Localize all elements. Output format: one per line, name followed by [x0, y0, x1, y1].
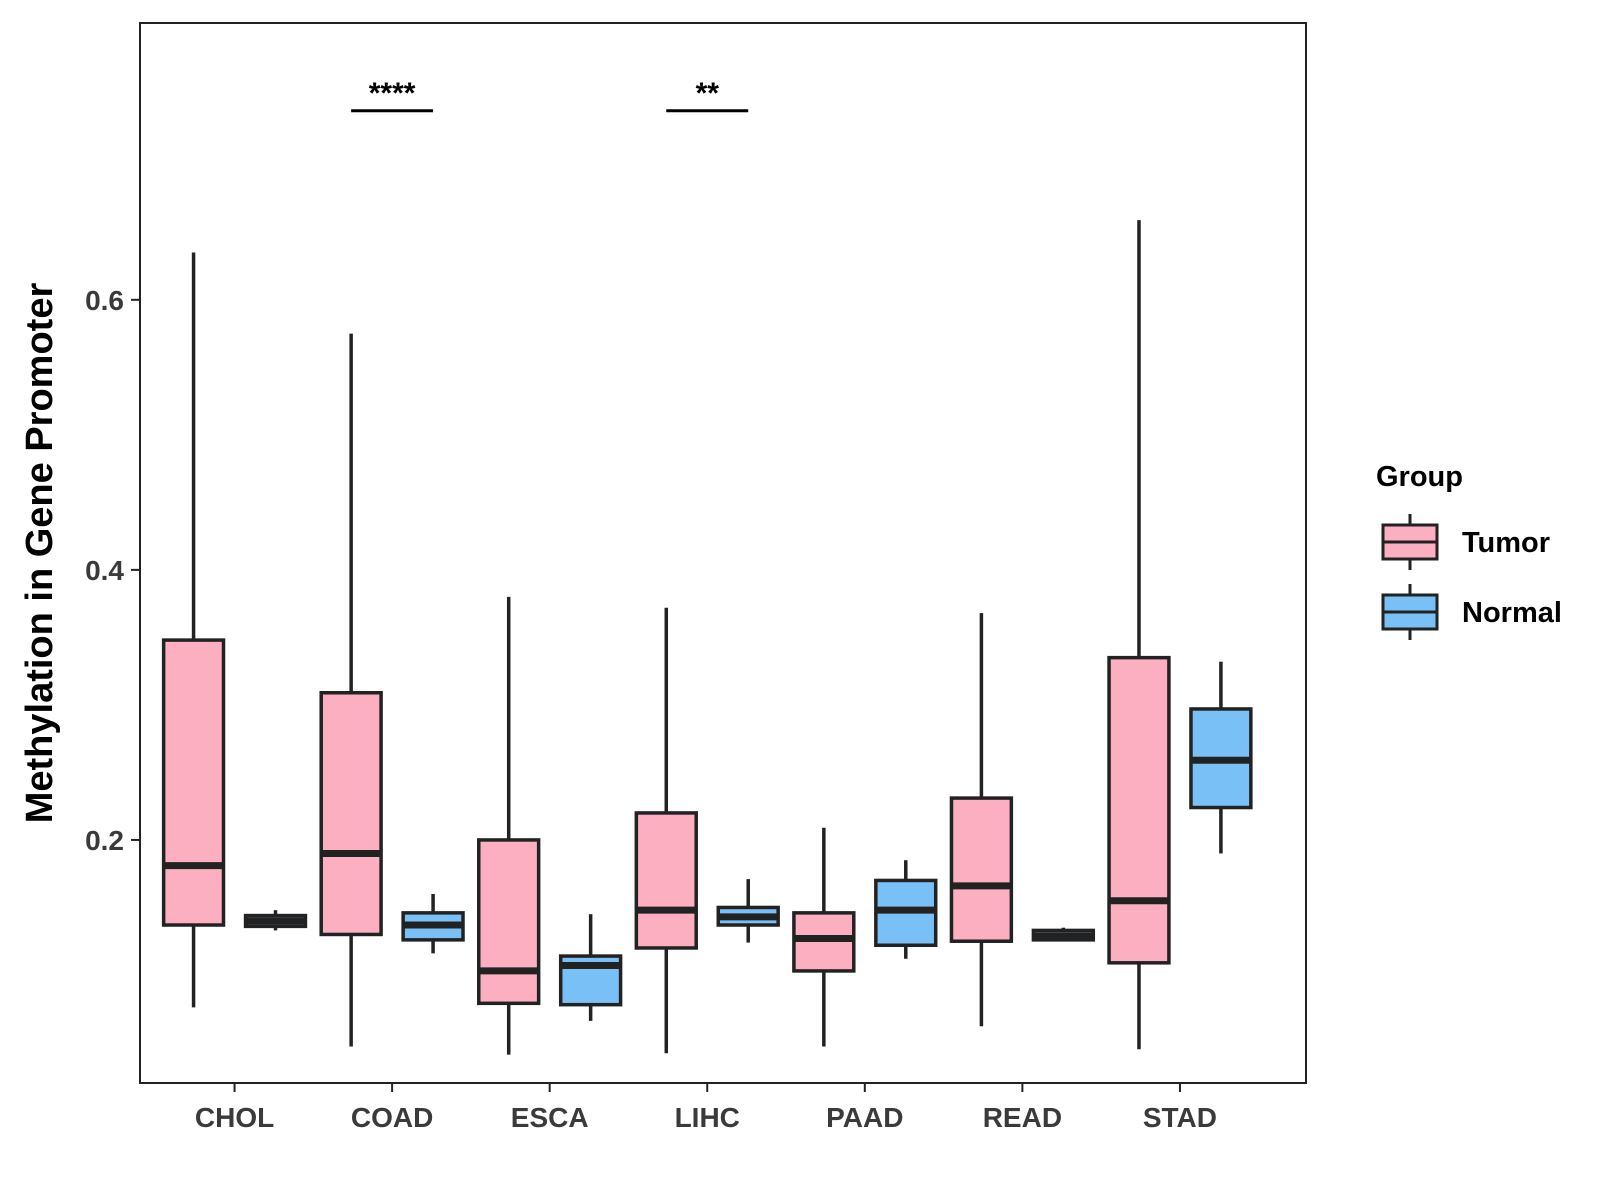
significance-label: **	[696, 77, 720, 110]
x-tick-label: COAD	[351, 1102, 433, 1133]
x-tick-label: LIHC	[675, 1102, 740, 1133]
box-normal-esca	[558, 914, 623, 1021]
box-normal-lihc	[716, 879, 780, 943]
plot-marks: **** **	[161, 77, 1253, 1055]
box-tumor-stad	[1107, 220, 1171, 1050]
box-tumor-read	[949, 613, 1014, 1027]
y-tick-label: 0.2	[85, 825, 124, 856]
significance-lihc: **	[666, 77, 749, 113]
x-tick-label: ESCA	[511, 1102, 589, 1133]
box-iqr	[477, 838, 541, 1006]
box-tumor-coad	[319, 333, 383, 1047]
x-tick-label: READ	[983, 1102, 1062, 1133]
x-axis: CHOL COAD ESCA LIHC PAAD READ STAD	[195, 1083, 1217, 1133]
legend-label: Normal	[1462, 597, 1562, 629]
box-tumor-paad	[792, 827, 856, 1047]
box-tumor-esca	[477, 596, 541, 1055]
significance-label: ****	[369, 77, 416, 110]
significance-coad: ****	[351, 77, 434, 113]
y-axis-title: Methylation in Gene Promoter	[19, 283, 61, 824]
box-iqr	[319, 691, 383, 937]
x-tick-label: STAD	[1143, 1102, 1217, 1133]
legend-entry-tumor: Tumor	[1381, 514, 1550, 570]
legend-entry-normal: Normal	[1381, 584, 1562, 640]
box-tumor-lihc	[634, 607, 698, 1054]
x-tick-label: PAAD	[826, 1102, 903, 1133]
y-tick-label: 0.6	[85, 285, 124, 316]
legend-label: Tumor	[1462, 527, 1550, 559]
box-tumor-chol	[161, 252, 226, 1008]
box-iqr	[161, 638, 226, 927]
box-normal-chol	[243, 910, 308, 931]
box-iqr	[949, 796, 1014, 943]
x-tick-label: CHOL	[195, 1102, 274, 1133]
legend-title: Group	[1376, 461, 1463, 493]
box-normal-coad	[401, 893, 465, 954]
y-tick-label: 0.4	[85, 555, 124, 586]
legend: Group Tumor Normal	[1376, 461, 1562, 640]
box-normal-read	[1031, 927, 1096, 942]
box-iqr	[634, 811, 698, 950]
y-axis: 0.2 0.4 0.6	[85, 285, 140, 856]
box-normal-paad	[874, 860, 938, 959]
box-normal-stad	[1189, 661, 1253, 854]
box-iqr	[1107, 655, 1171, 965]
